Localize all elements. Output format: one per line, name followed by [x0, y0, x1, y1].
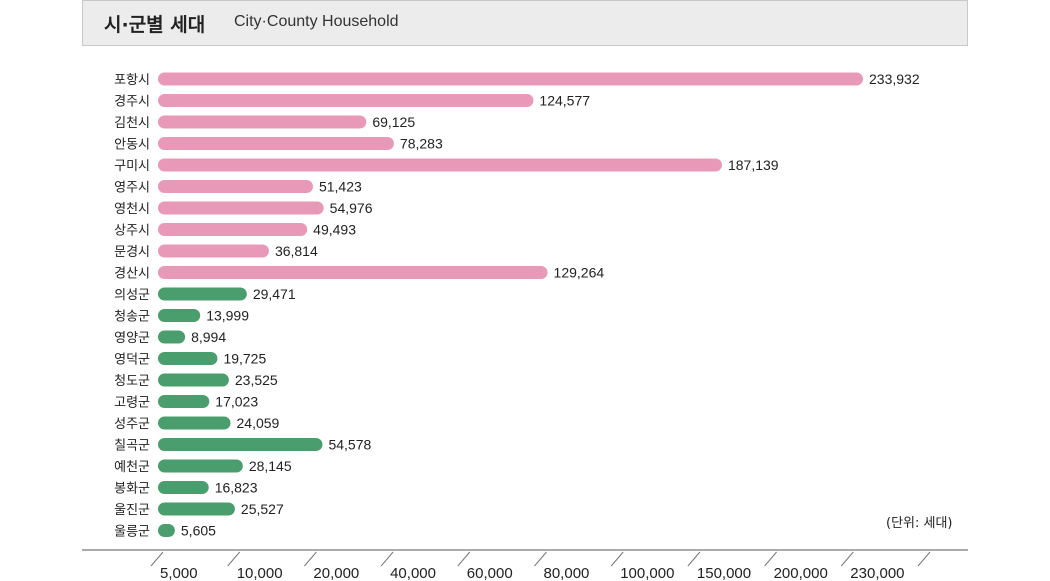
axis-tick-label: 5,000: [160, 565, 198, 581]
value-label: 16,823: [215, 480, 258, 496]
category-label: 구미시: [114, 159, 150, 174]
bar-county: [158, 287, 247, 301]
bar-county: [158, 352, 218, 365]
axis-tick-label: 60,000: [467, 565, 513, 581]
value-label: 78,283: [400, 136, 443, 152]
bar-county: [158, 416, 231, 430]
value-label: 25,527: [241, 501, 284, 517]
axis-tick-mark: [304, 551, 317, 567]
axis-tick-mark: [457, 551, 471, 567]
axis-tick-mark: [764, 551, 777, 567]
axis-tick-label: 100,000: [620, 565, 674, 581]
bar-county: [158, 524, 175, 537]
category-label: 성주군: [114, 417, 150, 432]
bar-county: [158, 395, 210, 408]
category-label: 울진군: [114, 503, 150, 518]
bar-city: [158, 201, 324, 215]
unit-note: (단위: 세대): [886, 516, 953, 531]
category-label: 김천시: [114, 116, 150, 131]
category-label: 영양군: [114, 331, 150, 346]
chart-title-korean: 시·군별 세대: [104, 14, 206, 36]
bar-county: [158, 330, 186, 344]
bar-city: [158, 94, 534, 107]
category-label: 고령군: [114, 396, 150, 411]
bar-county: [158, 481, 209, 494]
value-label: 28,145: [249, 458, 292, 474]
axis-tick-mark: [534, 551, 547, 567]
value-label: 23,525: [235, 372, 278, 388]
category-label: 울릉군: [114, 525, 150, 540]
axis-tick-mark: [227, 551, 241, 567]
value-label: 54,578: [328, 437, 371, 453]
bar-county: [158, 309, 201, 322]
value-label: 233,932: [869, 71, 920, 87]
category-label: 포항시: [114, 73, 150, 88]
bar-city: [158, 223, 308, 236]
value-label: 5,605: [181, 523, 216, 539]
category-label: 영덕군: [114, 353, 150, 368]
value-label: 24,059: [237, 415, 280, 431]
value-label: 51,423: [319, 179, 362, 195]
axis-tick-mark: [610, 551, 624, 567]
category-label: 청송군: [114, 310, 150, 325]
value-label: 124,577: [539, 93, 590, 109]
category-label: 봉화군: [114, 482, 150, 497]
axis-tick-label: 200,000: [774, 565, 828, 581]
axis-tick-label: 230,000: [850, 565, 904, 581]
axis-tick-mark: [150, 551, 164, 567]
value-label: 13,999: [206, 308, 249, 324]
value-label: 17,023: [215, 394, 258, 410]
value-label: 54,976: [330, 200, 373, 216]
axis-tick-label: 10,000: [237, 565, 283, 581]
category-label: 예천군: [114, 460, 150, 475]
value-label: 8,994: [191, 329, 226, 345]
axis-tick-label: 80,000: [544, 565, 590, 581]
axis-tick-mark: [380, 551, 394, 567]
value-label: 29,471: [253, 286, 296, 302]
bar-county: [158, 438, 323, 451]
category-label: 경산시: [114, 267, 150, 282]
chart-header: 시·군별 세대 City·County Household: [82, 0, 968, 46]
bar-city: [158, 180, 313, 193]
bar-city: [158, 72, 863, 86]
value-label: 69,125: [372, 114, 415, 130]
category-label: 영주시: [114, 181, 150, 196]
bar-county: [158, 502, 235, 516]
bar-county: [158, 373, 229, 387]
category-label: 칠곡군: [114, 439, 150, 454]
bar-city: [158, 244, 269, 258]
bar-city: [158, 158, 722, 172]
bar-city: [158, 115, 367, 129]
axis-tick-label: 40,000: [390, 565, 436, 581]
axis-tick-label: 150,000: [697, 565, 751, 581]
category-label: 영천시: [114, 202, 150, 217]
axis-tick-mark: [840, 551, 854, 567]
value-label: 36,814: [275, 243, 318, 259]
bar-city: [158, 266, 548, 279]
axis-tick-label: 20,000: [313, 565, 359, 581]
value-label: 187,139: [728, 157, 779, 173]
category-label: 안동시: [114, 138, 150, 153]
value-label: 49,493: [313, 222, 356, 238]
category-label: 상주시: [114, 224, 150, 239]
bar-city: [158, 137, 394, 150]
category-label: 문경시: [114, 245, 150, 260]
value-label: 19,725: [223, 351, 266, 367]
axis-tick-mark: [917, 551, 931, 567]
category-label: 의성군: [114, 288, 150, 303]
category-label: 경주시: [114, 95, 150, 110]
value-label: 129,264: [554, 265, 605, 281]
axis-tick-mark: [687, 551, 701, 567]
bar-county: [158, 459, 243, 473]
category-label: 청도군: [114, 374, 150, 389]
chart-title-english: City·County Household: [234, 13, 399, 30]
